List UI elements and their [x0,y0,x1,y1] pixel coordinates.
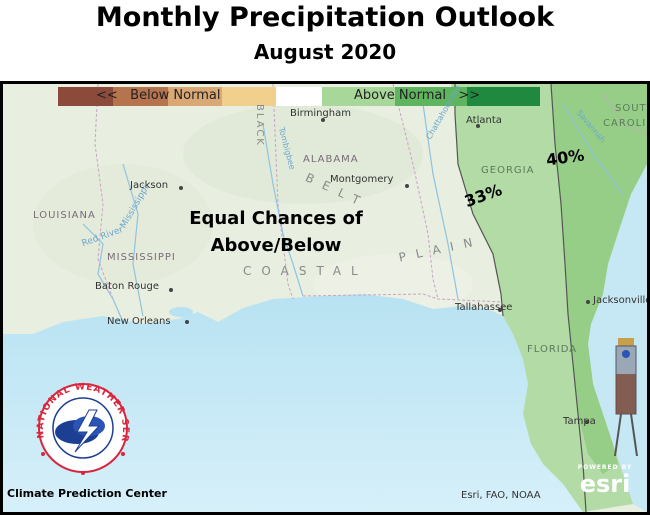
state-label-carolina: CAROLINA [603,118,647,129]
nws-ring-text: NATIONAL WEATHER SERVICE [29,380,129,443]
region-label-coastal: COASTAL [243,264,368,278]
city-label-atlanta: Atlanta [466,115,502,126]
equal-chances-label: Equal Chances of Above/Below [186,205,366,259]
nws-logo-icon [38,383,128,475]
agency-label: Climate Prediction Center [7,487,167,500]
city-label-baton-rouge: Baton Rouge [95,281,159,292]
contour-33 [454,84,504,317]
city-label-birmingham: Birmingham [290,108,351,119]
map-attribution: Esri, FAO, NOAA [461,490,541,501]
legend-swatch-below-3 [58,87,113,106]
legend-swatch-below-1 [168,87,222,106]
legend-swatch-above-2 [395,87,467,106]
legend-below-label: << Below Normal [96,88,221,103]
city-label-tallahassee: Tallahassee [455,302,513,313]
equal-chances-line1: Equal Chances of [189,208,363,229]
esri-wordmark: esri [579,470,631,498]
legend-above-label: Above Normal >> [354,88,481,103]
state-label-south: SOUTH [615,103,647,114]
state-label-louisiana: LOUISIANA [33,210,96,221]
city-label-new-orleans: New Orleans [107,316,171,327]
contour-40 [550,84,587,512]
page-subtitle: August 2020 [253,40,397,64]
city-label-tampa: Tampa [563,416,596,427]
state-label-georgia: GEORGIA [481,165,535,176]
state-label-mississippi: MISSISSIPPI [107,252,176,263]
map-frame[interactable]: << Below Normal Above Normal >> Birmingh… [0,81,650,515]
esri-logo[interactable]: POWERED BY esri [575,464,635,504]
legend-swatch-below-2 [113,87,168,106]
city-label-jackson: Jackson [130,180,169,191]
legend-bar: << Below Normal Above Normal >> [58,87,540,106]
legend-swatch-below-0 [222,87,276,106]
esri-powered-by: POWERED BY [577,464,633,471]
rain-gauge-icon [614,338,638,457]
legend-swatch-normal [276,87,322,106]
gulf-of-mexico [3,294,583,512]
region-label-black: BLACK [254,104,265,147]
city-label-montgomery: Montgomery [330,174,394,185]
outlook-shading-40 [551,84,647,474]
page-title: Monthly Precipitation Outlook [95,2,555,33]
equal-chances-line2: Above/Below [210,235,342,256]
rain-gauge-illustration [609,338,643,458]
legend-swatch-above-1 [322,87,395,106]
map-basemap [3,84,647,512]
nws-logo: NATIONAL WEATHER SERVICE [29,380,137,476]
city-label-jacksonville: Jacksonville [593,295,650,306]
svg-text:NATIONAL WEATHER SERVICE: NATIONAL WEATHER SERVICE [29,380,130,443]
state-label-alabama: ALABAMA [303,154,359,165]
state-label-florida: FLORIDA [527,344,578,355]
legend-swatch-above-3 [467,87,540,106]
